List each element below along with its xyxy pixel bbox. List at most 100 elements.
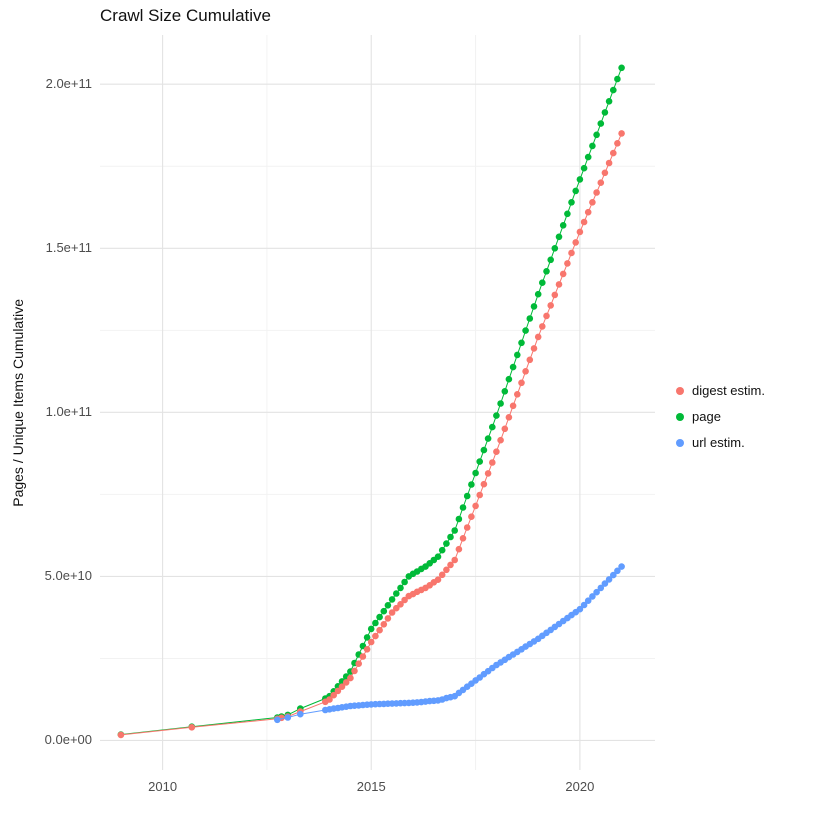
data-point: [459, 535, 467, 542]
data-point: [597, 179, 605, 186]
data-point: [547, 256, 554, 264]
legend-item-digest-estim: digest estim.: [676, 383, 765, 398]
data-point: [559, 270, 567, 278]
x-tick-label: 2015: [356, 779, 386, 794]
data-point: [543, 312, 550, 320]
data-point: [610, 149, 617, 157]
data-point: [601, 109, 609, 116]
data-point: [451, 527, 459, 534]
data-point: [514, 391, 521, 398]
data-point: [476, 458, 484, 465]
data-point: [593, 131, 600, 139]
data-point: [610, 86, 617, 94]
data-point: [555, 233, 563, 241]
data-point: [393, 590, 400, 597]
data-point: [388, 609, 396, 616]
data-point: [401, 578, 408, 586]
y-tick-label: 0.0e+00: [44, 732, 92, 748]
data-point: [568, 199, 575, 206]
page-dot-icon: [676, 412, 684, 421]
data-point: [480, 480, 488, 488]
data-point: [472, 469, 479, 477]
data-point: [580, 218, 588, 226]
legend: digest estim. page url estim.: [676, 383, 765, 450]
data-point: [489, 459, 496, 466]
data-point: [522, 368, 529, 375]
data-point: [526, 315, 534, 322]
data-point: [505, 375, 513, 383]
data-point: [584, 153, 592, 161]
data-point: [539, 279, 546, 287]
data-point: [522, 327, 529, 334]
data-point: [605, 98, 613, 105]
data-point: [393, 604, 400, 612]
data-point: [580, 601, 588, 609]
data-point: [618, 64, 625, 72]
data-point: [572, 239, 579, 246]
data-point: [614, 567, 621, 575]
data-point: [355, 660, 363, 667]
data-point: [597, 120, 605, 127]
data-point: [447, 561, 454, 569]
data-point: [443, 540, 450, 547]
data-point: [380, 621, 388, 628]
data-point: [117, 731, 125, 739]
data-point: [493, 448, 500, 456]
data-point: [397, 601, 404, 608]
data-point: [376, 613, 383, 621]
data-point: [338, 683, 346, 690]
data-point: [580, 164, 588, 172]
data-point: [363, 646, 371, 653]
data-point: [589, 142, 596, 150]
legend-label: url estim.: [692, 435, 745, 450]
data-point: [534, 333, 542, 341]
data-point: [534, 290, 542, 298]
data-point: [472, 502, 479, 510]
data-point: [593, 189, 600, 196]
data-point: [576, 228, 584, 236]
data-point: [455, 545, 463, 553]
y-tick-label: 5.0e+10: [44, 568, 92, 584]
data-point: [438, 546, 446, 554]
data-point: [597, 584, 605, 592]
data-point: [493, 412, 500, 419]
data-point: [297, 710, 304, 718]
data-point: [476, 491, 484, 499]
data-point: [564, 210, 571, 218]
data-point: [468, 481, 475, 488]
y-tick-label: 2.0e+11: [45, 76, 92, 92]
data-point: [330, 691, 338, 699]
data-point: [555, 281, 563, 288]
data-point: [509, 402, 517, 410]
data-point: [188, 724, 196, 731]
data-point: [326, 696, 333, 703]
data-point: [359, 653, 367, 660]
data-point: [514, 351, 521, 359]
data-point: [551, 245, 559, 252]
data-point: [559, 222, 567, 229]
chart-title: Crawl Size Cumulative: [100, 6, 271, 25]
data-point: [388, 596, 396, 603]
data-point: [501, 388, 509, 395]
data-point: [434, 576, 442, 583]
data-point: [480, 446, 488, 454]
data-point: [605, 159, 613, 167]
data-point: [584, 597, 592, 604]
data-point: [497, 400, 504, 407]
data-point: [367, 625, 375, 633]
data-point: [614, 75, 621, 83]
data-point: [605, 576, 613, 583]
data-point: [589, 593, 596, 600]
data-point: [484, 435, 492, 442]
data-point: [463, 524, 471, 531]
digest-estim-dot-icon: [676, 386, 684, 395]
data-point: [539, 323, 546, 330]
data-point: [530, 345, 538, 352]
data-point: [614, 140, 621, 147]
data-point: [459, 504, 467, 511]
legend-label: digest estim.: [692, 383, 765, 398]
legend-item-url-estim: url estim.: [676, 435, 765, 450]
data-point: [367, 638, 375, 646]
data-point: [397, 584, 404, 592]
